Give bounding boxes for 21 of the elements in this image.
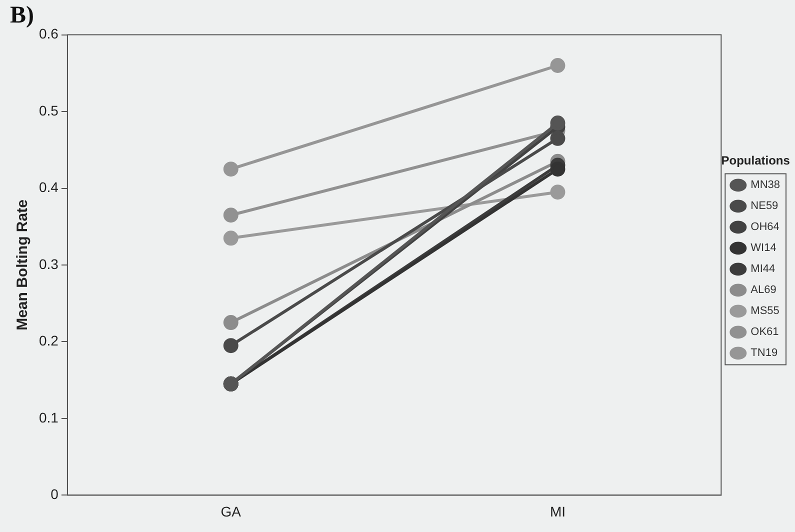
y-tick-label: 0	[50, 486, 59, 502]
legend-title: Populations	[721, 154, 790, 168]
x-tick-label: GA	[220, 503, 242, 520]
legend-label: OH64	[750, 221, 780, 234]
y-tick-label: 0.4	[38, 179, 59, 196]
y-axis-title: Mean Bolting Rate	[14, 200, 32, 330]
legend-label: WI14	[750, 242, 776, 254]
legend-label: MN38	[750, 179, 780, 192]
x-tick-label: MI	[550, 503, 566, 520]
y-tick-label: 0.3	[38, 256, 59, 272]
legend-label: OK61	[750, 326, 779, 338]
legend-label: NE59	[750, 200, 778, 212]
y-tick-label: 0.2	[38, 332, 59, 349]
chart-title: B)	[10, 2, 34, 29]
legend-label: AL69	[750, 284, 776, 296]
legend-label: MI44	[750, 263, 776, 276]
legend-label: MS55	[750, 305, 780, 318]
y-tick-label: 0.6	[38, 26, 59, 42]
legend-label: TN19	[750, 347, 778, 360]
y-tick-label: 0.1	[38, 409, 59, 426]
y-tick-label: 0.5	[38, 102, 59, 118]
